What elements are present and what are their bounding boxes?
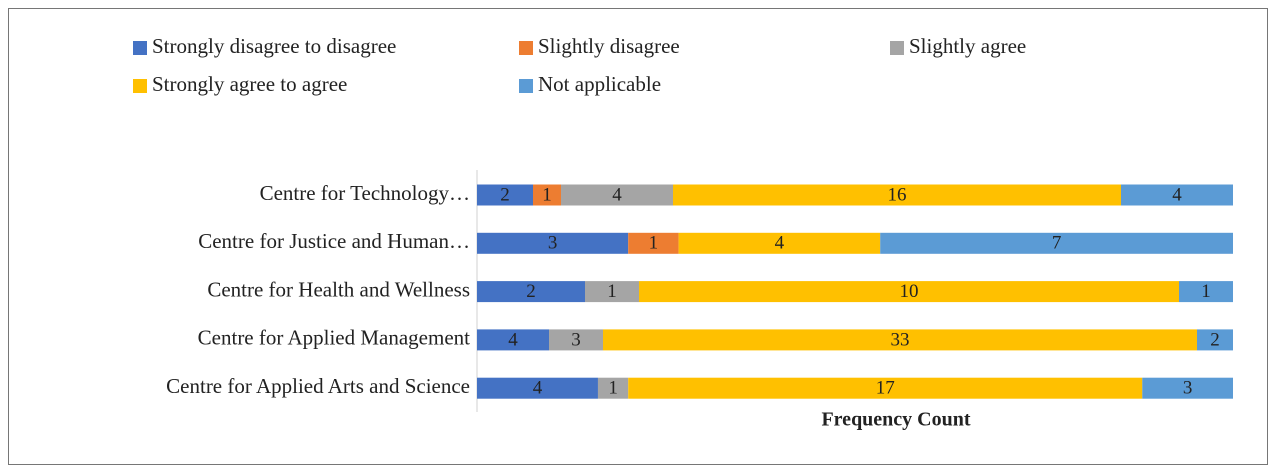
legend-swatch xyxy=(133,41,147,55)
data-label: 4 xyxy=(508,329,518,350)
bar-segment xyxy=(1142,377,1233,399)
category-label: Centre for Health and Wellness xyxy=(207,277,470,301)
data-label: 7 xyxy=(1052,233,1062,254)
data-label: 4 xyxy=(612,184,622,205)
data-label: 2 xyxy=(1210,329,1220,350)
bar-segment xyxy=(1197,329,1233,351)
legend-swatch xyxy=(519,41,533,55)
legend-label: Strongly agree to agree xyxy=(152,72,347,96)
legend-label: Not applicable xyxy=(538,72,661,96)
data-label: 16 xyxy=(888,184,907,205)
legend-label: Slightly agree xyxy=(909,34,1026,58)
bar-segment xyxy=(603,329,1197,351)
bar-segment xyxy=(533,184,561,206)
legend-label: Strongly disagree to disagree xyxy=(152,34,396,58)
bar-segment xyxy=(597,377,629,399)
category-label: Centre for Applied Management xyxy=(198,326,470,350)
bar-segment xyxy=(1121,184,1233,206)
legend-label: Slightly disagree xyxy=(538,34,680,58)
bar-segment xyxy=(477,281,585,303)
data-label: 1 xyxy=(1201,281,1211,302)
category-label: Centre for Justice and Human… xyxy=(198,229,470,253)
x-axis-title: Frequency Count xyxy=(821,409,970,431)
data-label: 4 xyxy=(775,233,785,254)
bar-segment xyxy=(1179,281,1233,303)
bar-segment xyxy=(880,232,1233,254)
legend-swatch xyxy=(519,79,533,93)
legend-swatch xyxy=(890,41,904,55)
bar-segment xyxy=(678,232,881,254)
data-label: 2 xyxy=(500,184,510,205)
bar-segment xyxy=(628,232,679,254)
data-label: 17 xyxy=(876,378,895,399)
category-label: Centre for Technology… xyxy=(260,181,470,205)
bar-segment xyxy=(549,329,603,351)
category-label: Centre for Applied Arts and Science xyxy=(166,374,470,398)
bar-segment xyxy=(628,377,1143,399)
data-label: 2 xyxy=(526,281,536,302)
bar-segment xyxy=(673,184,1121,206)
bar-segment xyxy=(477,232,629,254)
bar-segment xyxy=(639,281,1179,303)
data-label: 1 xyxy=(608,378,618,399)
bar-segment xyxy=(477,184,533,206)
bar-segment xyxy=(585,281,639,303)
data-label: 1 xyxy=(649,233,659,254)
bar-segment xyxy=(561,184,673,206)
data-label: 3 xyxy=(1183,378,1193,399)
data-label: 4 xyxy=(533,378,543,399)
bar-segment xyxy=(477,329,549,351)
data-label: 10 xyxy=(900,281,919,302)
data-label: 33 xyxy=(891,329,910,350)
data-label: 1 xyxy=(542,184,552,205)
legend-swatch xyxy=(133,79,147,93)
bar-segment xyxy=(477,377,598,399)
data-label: 1 xyxy=(607,281,617,302)
data-label: 4 xyxy=(1172,184,1182,205)
data-label: 3 xyxy=(548,233,558,254)
data-label: 3 xyxy=(571,329,581,350)
